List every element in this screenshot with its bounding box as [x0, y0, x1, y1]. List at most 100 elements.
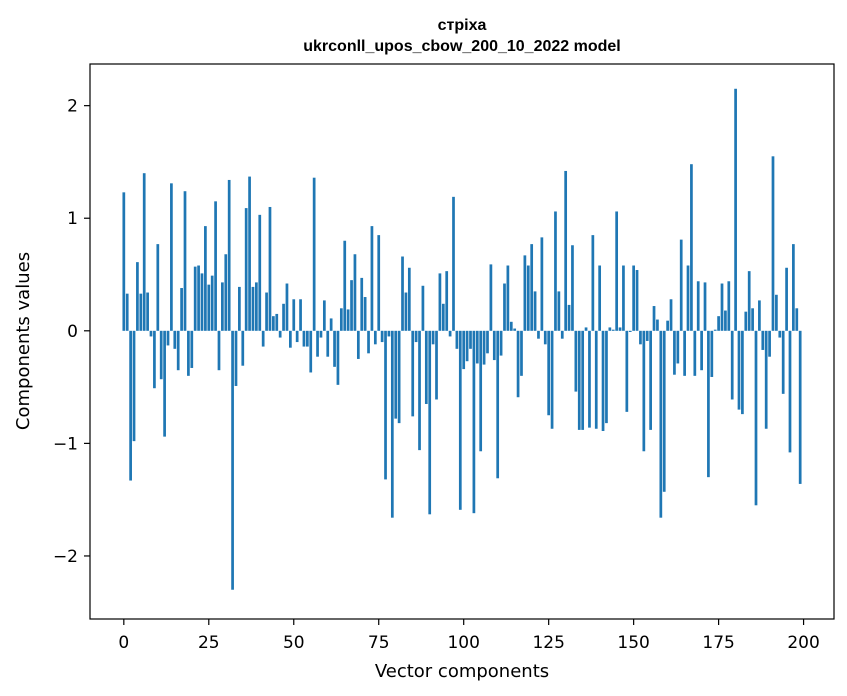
bar-129 — [560, 330, 564, 339]
y-axis-label: Components values — [13, 252, 34, 430]
x-tick-label: 50 — [283, 633, 305, 653]
x-axis-label: Vector components — [375, 661, 549, 682]
bar-10 — [156, 244, 160, 331]
bar-193 — [778, 330, 782, 338]
chart-title: стріха — [438, 17, 487, 34]
bar-99 — [458, 330, 462, 510]
bar-161 — [669, 299, 673, 331]
bar-62 — [333, 330, 336, 367]
bar-180 — [734, 88, 737, 331]
bar-61 — [329, 318, 333, 331]
bar-3 — [132, 330, 136, 442]
bar-34 — [238, 286, 241, 331]
bar-183 — [744, 311, 748, 331]
x-tick-label: 150 — [617, 633, 649, 653]
bar-194 — [781, 330, 785, 394]
bar-122 — [537, 330, 540, 339]
bar-123 — [540, 237, 544, 331]
y-tick-label: 2 — [67, 97, 78, 117]
bar-141 — [601, 330, 605, 431]
bar-181 — [737, 330, 741, 410]
bar-13 — [166, 330, 170, 346]
x-axis: 0 25 50 75 100 125 150 175 200 — [118, 619, 820, 653]
bar-102 — [469, 330, 472, 349]
bar-6 — [142, 173, 146, 331]
bar-130 — [564, 170, 568, 331]
bar-88 — [421, 285, 425, 331]
bar-143 — [608, 327, 612, 331]
bar-8 — [149, 330, 153, 337]
bar-171 — [703, 282, 707, 331]
bar-60 — [326, 330, 330, 357]
bar-131 — [567, 304, 571, 331]
bar-29 — [221, 282, 224, 331]
x-tick-label: 0 — [118, 633, 129, 653]
bar-108 — [489, 264, 493, 331]
bar-2 — [129, 330, 132, 481]
bar-151 — [635, 270, 639, 331]
plot-frame — [89, 63, 835, 620]
x-tick-label: 200 — [787, 633, 819, 653]
bar-177 — [724, 310, 727, 331]
y-tick-label: −2 — [53, 547, 78, 567]
bar-17 — [180, 288, 183, 331]
bar-100 — [462, 330, 466, 370]
bar-198 — [795, 308, 799, 331]
bar-120 — [530, 244, 534, 331]
bar-97 — [452, 196, 455, 331]
bar-111 — [499, 330, 503, 356]
bar-117 — [520, 330, 523, 376]
bar-45 — [275, 313, 279, 331]
bar-167 — [690, 164, 693, 331]
bar-189 — [764, 330, 768, 429]
bar-50 — [292, 299, 296, 331]
bar-18 — [183, 191, 187, 331]
bar-71 — [363, 297, 367, 331]
bar-74 — [373, 330, 377, 345]
bar-54 — [305, 330, 309, 347]
bar-132 — [571, 245, 574, 331]
bar-20 — [190, 330, 194, 368]
bar-39 — [255, 282, 258, 331]
bar-35 — [241, 330, 245, 366]
bar-78 — [387, 330, 391, 337]
bar-158 — [659, 330, 663, 518]
bar-87 — [418, 330, 421, 451]
bar-133 — [574, 330, 578, 392]
bar-77 — [384, 330, 387, 480]
bar-119 — [526, 265, 530, 331]
bars-group — [122, 88, 802, 590]
bar-70 — [360, 277, 364, 331]
bar-113 — [506, 265, 510, 331]
bar-104 — [475, 330, 479, 364]
bar-107 — [486, 330, 489, 354]
bar-37 — [248, 176, 251, 331]
bar-173 — [710, 330, 714, 377]
bar-169 — [696, 281, 700, 331]
bar-5 — [139, 293, 143, 331]
bar-118 — [523, 255, 527, 331]
bar-140 — [598, 265, 602, 331]
bar-188 — [761, 330, 765, 350]
bar-136 — [584, 327, 588, 331]
bar-95 — [445, 271, 449, 331]
bar-55 — [309, 330, 313, 373]
bar-94 — [441, 303, 445, 331]
bar-96 — [448, 330, 452, 337]
bar-44 — [272, 316, 275, 331]
bar-67 — [350, 280, 353, 331]
bar-98 — [455, 330, 459, 349]
x-tick-label: 175 — [702, 633, 734, 653]
bar-170 — [700, 330, 703, 371]
bar-191 — [771, 156, 775, 331]
bar-65 — [343, 240, 347, 331]
bar-25 — [207, 284, 211, 331]
bar-175 — [717, 316, 720, 331]
x-tick-label: 125 — [532, 633, 564, 653]
bar-15 — [173, 330, 177, 349]
bar-40 — [258, 214, 262, 331]
bar-179 — [730, 330, 734, 400]
bar-197 — [792, 244, 795, 331]
bar-83 — [404, 292, 408, 331]
bar-76 — [380, 330, 384, 343]
